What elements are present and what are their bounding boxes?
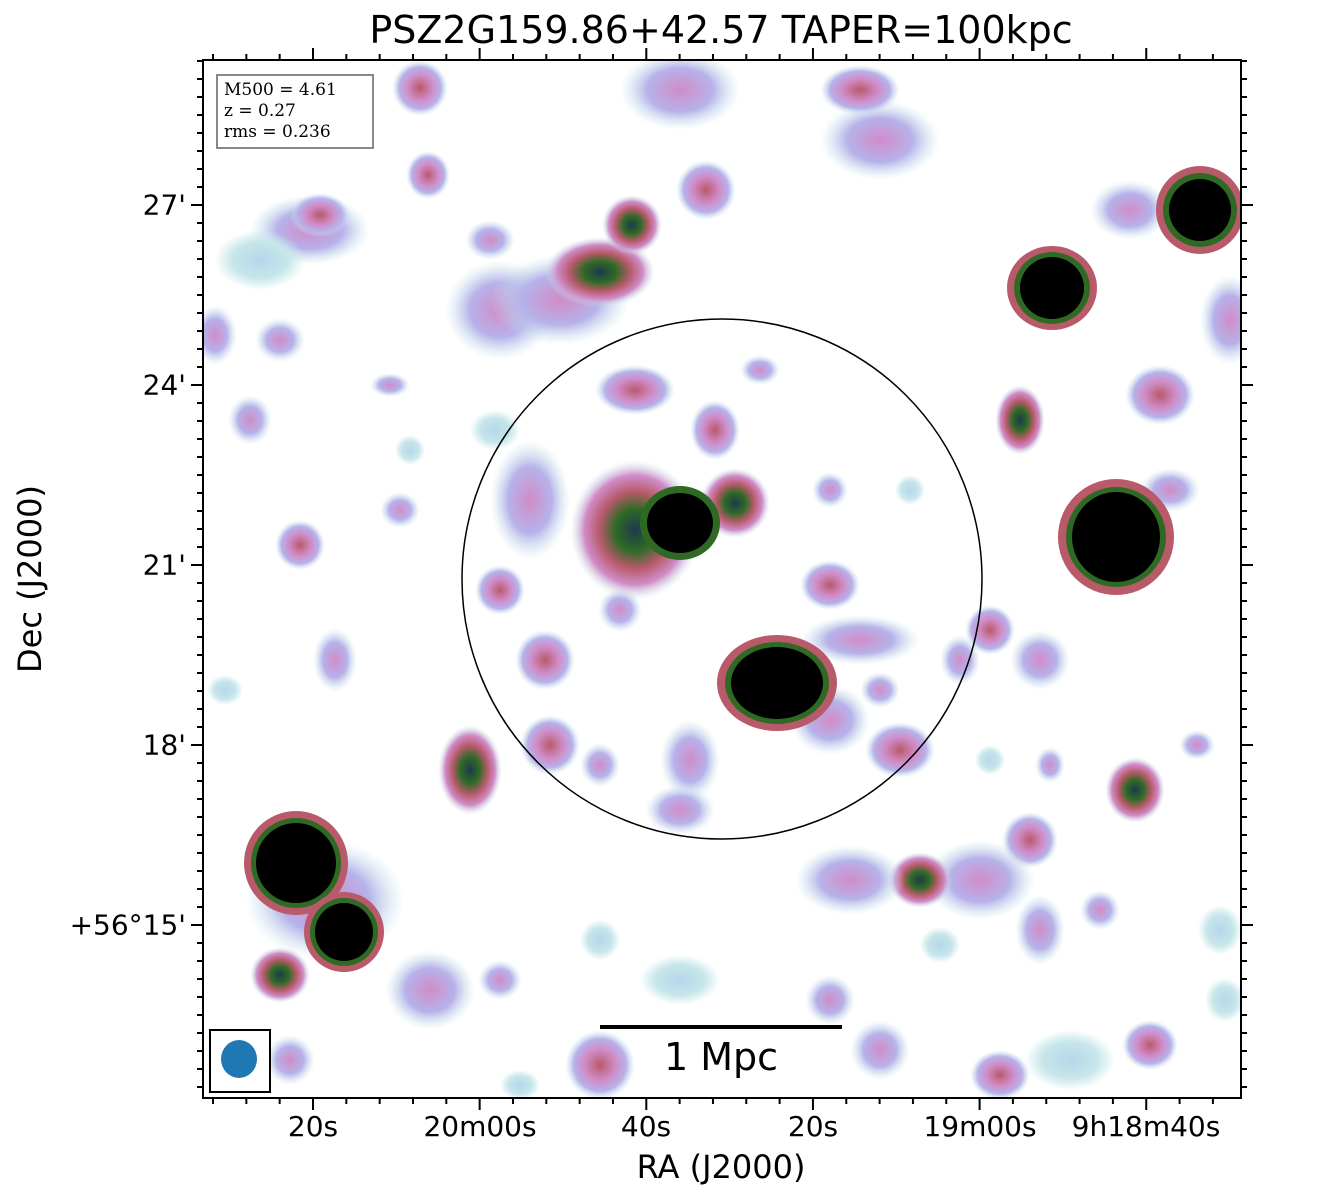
bright-source [717,635,837,731]
x-tick-label: 19m00s [923,1110,1037,1143]
rms-text: rms = 0.236 [224,122,331,142]
bright-source [640,486,720,560]
plot-frame [202,59,1242,1099]
bright-source [1058,479,1174,595]
mass-text: M500 = 4.61 [224,80,337,100]
scalebar-label: 1 Mpc [663,1035,779,1079]
x-tick-label: 20s [787,1110,839,1143]
x-tick-label: 20s [287,1110,339,1143]
figure-title: PSZ2G159.86+42.57 TAPER=100kpc [369,8,1073,52]
x-tick-label: 40s [620,1110,672,1143]
beam-box [209,1029,271,1093]
x-tick-label: 20m00s [423,1110,537,1143]
x-tick-label: 9h18m40s [1071,1110,1221,1143]
bright-source [1156,166,1241,254]
x-axis-label: RA (J2000) [636,1148,806,1186]
r500-circle [461,318,983,840]
y-tick-label: 21' [142,548,186,582]
emission-layer [203,60,1241,1098]
y-tick-label: +56°15' [69,908,186,942]
bright-source [1007,246,1097,330]
bright-source [244,811,348,915]
redshift-text: z = 0.27 [224,101,296,121]
y-tick-label: 24' [142,368,186,402]
y-tick-label: 27' [142,188,186,222]
axis-ticks [191,48,1253,1110]
info-box: M500 = 4.61 z = 0.27 rms = 0.236 [216,74,374,149]
y-tick-label: 18' [142,728,186,762]
bright-source [304,892,384,972]
